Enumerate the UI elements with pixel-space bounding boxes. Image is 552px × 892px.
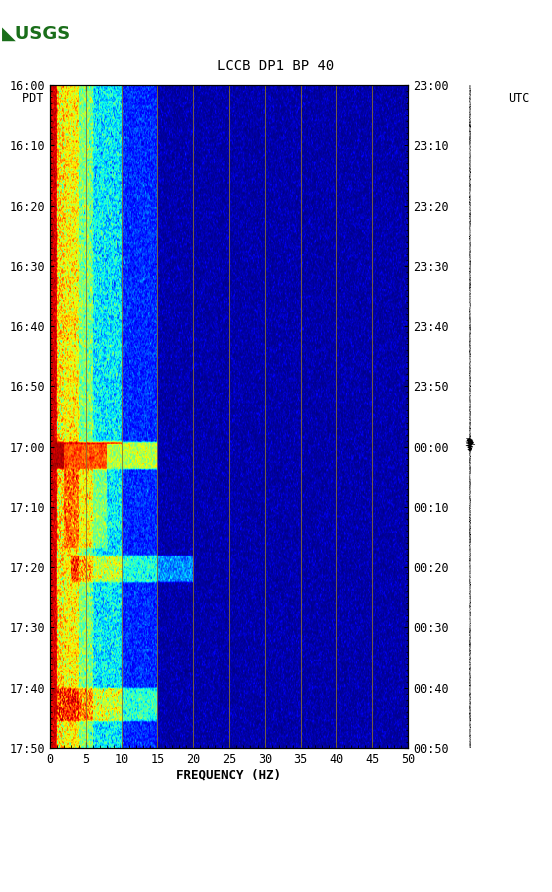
Text: LCCB DP1 BP 40: LCCB DP1 BP 40 bbox=[217, 59, 335, 73]
Text: PDT   Oct15,2020: PDT Oct15,2020 bbox=[22, 92, 136, 105]
Text: UTC: UTC bbox=[508, 92, 529, 105]
Text: ◣USGS: ◣USGS bbox=[2, 24, 71, 43]
X-axis label: FREQUENCY (HZ): FREQUENCY (HZ) bbox=[177, 769, 282, 781]
Text: Little Cholane Creek, Parkfield, Ca): Little Cholane Creek, Parkfield, Ca) bbox=[104, 92, 360, 105]
